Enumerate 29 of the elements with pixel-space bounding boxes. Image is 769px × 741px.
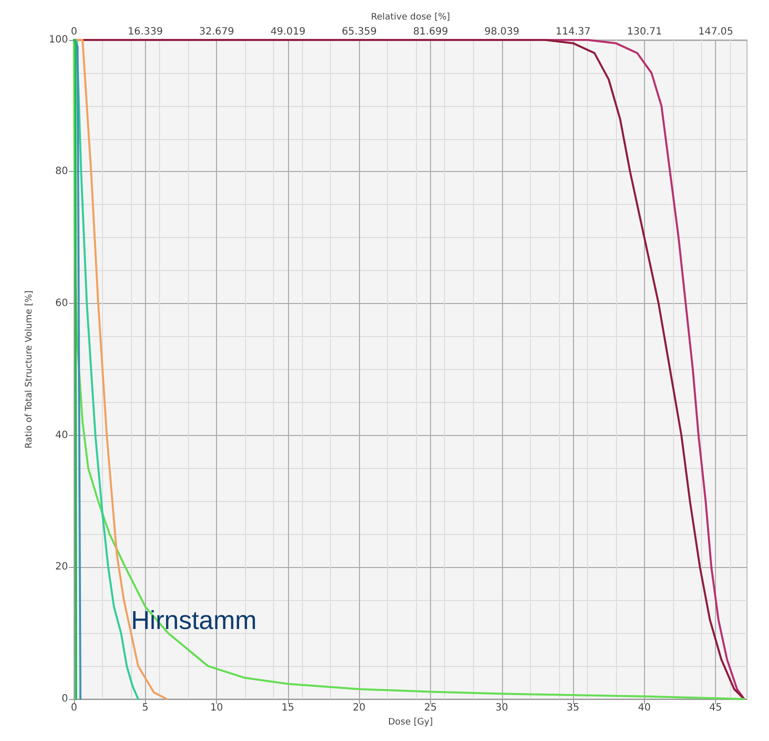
x2-tick-label: 65.359 <box>342 26 377 38</box>
x-tick-label: 10 <box>210 702 223 714</box>
y-tick-label: 0 <box>62 694 68 704</box>
x2-tick-label: 114.37 <box>556 26 591 38</box>
x2-tick-label: 147.05 <box>698 26 734 38</box>
x-tick-label: 25 <box>424 702 437 714</box>
x-axis-title: Dose [Gy] <box>388 717 433 728</box>
x-tick-label: 5 <box>142 702 148 714</box>
x-tick-label: 30 <box>495 702 508 714</box>
y-tick-label: 80 <box>55 166 68 178</box>
x2-tick-label: 0 <box>70 26 78 38</box>
x-tick-label: 40 <box>638 702 651 714</box>
x2-tick-label: 130.71 <box>626 26 662 38</box>
y-tick-label: 20 <box>55 562 68 573</box>
y-axis-title: Ratio of Total Structure Volume [%] <box>24 290 34 448</box>
x-tick-label: 0 <box>70 702 78 714</box>
y-tick-label: 40 <box>55 430 68 441</box>
x-tick-label: 15 <box>282 702 294 714</box>
y-tick-label: 60 <box>55 298 68 310</box>
x2-tick-label: 16.339 <box>128 26 163 38</box>
y-tick-label: 100 <box>48 34 68 46</box>
x2-tick-label: 49.019 <box>270 26 306 38</box>
x2-tick-label: 81.699 <box>413 26 448 38</box>
x-tick-label: 45 <box>709 702 722 714</box>
x-tick-label: 20 <box>352 702 366 714</box>
x2-tick-label: 32.679 <box>199 26 234 38</box>
x-tick-label: 35 <box>566 702 580 714</box>
x2-tick-label: 98.039 <box>484 26 520 38</box>
x2-axis-title: Relative dose [%] <box>370 12 450 22</box>
